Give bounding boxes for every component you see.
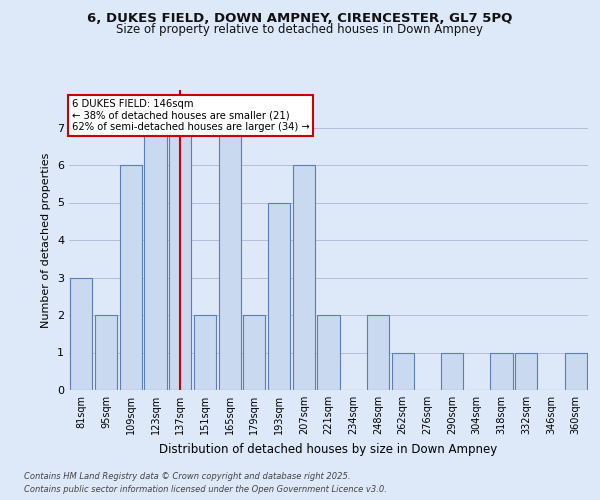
- Bar: [70, 278, 92, 390]
- Bar: [515, 352, 538, 390]
- Bar: [119, 165, 142, 390]
- Bar: [565, 352, 587, 390]
- Bar: [243, 315, 265, 390]
- Bar: [95, 315, 117, 390]
- Bar: [218, 128, 241, 390]
- Text: 6 DUKES FIELD: 146sqm
← 38% of detached houses are smaller (21)
62% of semi-deta: 6 DUKES FIELD: 146sqm ← 38% of detached …: [71, 99, 310, 132]
- Bar: [145, 128, 167, 390]
- Bar: [268, 202, 290, 390]
- Bar: [169, 128, 191, 390]
- Bar: [293, 165, 315, 390]
- Bar: [392, 352, 414, 390]
- Y-axis label: Number of detached properties: Number of detached properties: [41, 152, 52, 328]
- Bar: [441, 352, 463, 390]
- Bar: [490, 352, 512, 390]
- Bar: [367, 315, 389, 390]
- Text: 6, DUKES FIELD, DOWN AMPNEY, CIRENCESTER, GL7 5PQ: 6, DUKES FIELD, DOWN AMPNEY, CIRENCESTER…: [88, 12, 512, 26]
- X-axis label: Distribution of detached houses by size in Down Ampney: Distribution of detached houses by size …: [160, 442, 497, 456]
- Text: Size of property relative to detached houses in Down Ampney: Size of property relative to detached ho…: [116, 22, 484, 36]
- Bar: [194, 315, 216, 390]
- Text: Contains public sector information licensed under the Open Government Licence v3: Contains public sector information licen…: [24, 485, 387, 494]
- Text: Contains HM Land Registry data © Crown copyright and database right 2025.: Contains HM Land Registry data © Crown c…: [24, 472, 350, 481]
- Bar: [317, 315, 340, 390]
